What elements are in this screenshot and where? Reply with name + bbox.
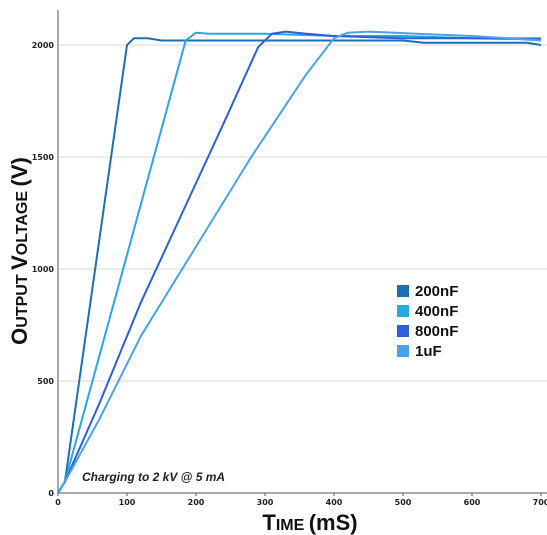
y-tick-label: 500 bbox=[37, 377, 54, 386]
legend-label: 400nF bbox=[415, 303, 458, 320]
legend-label: 800nF bbox=[415, 323, 458, 340]
y-tick-label: 2000 bbox=[32, 41, 55, 50]
y-tick-label: 0 bbox=[48, 489, 54, 498]
y-tick-label: 1000 bbox=[32, 265, 55, 274]
x-tick-label: 500 bbox=[395, 498, 412, 507]
series-line-200nF bbox=[57, 37, 542, 494]
series-line-1uF bbox=[57, 30, 542, 494]
series-line-800nF bbox=[57, 30, 542, 494]
legend-swatch bbox=[397, 285, 409, 297]
x-tick-label: 200 bbox=[188, 498, 205, 507]
x-axis-label: TIME (mS) bbox=[262, 510, 357, 535]
legend-swatch bbox=[397, 325, 409, 337]
legend-swatch bbox=[397, 305, 409, 317]
series-lines bbox=[57, 30, 542, 494]
legend-label: 200nF bbox=[415, 283, 458, 300]
x-tick-label: 100 bbox=[119, 498, 136, 507]
x-tick-label: 700 bbox=[533, 498, 547, 507]
x-tick-label: 600 bbox=[464, 498, 481, 507]
y-axis-label: OUTPUT VOLTAGE (V) bbox=[7, 157, 32, 345]
gridlines bbox=[58, 44, 547, 382]
x-tick-label: 400 bbox=[326, 498, 343, 507]
legend: 200nF 400nF 800nF 1uF bbox=[397, 283, 458, 360]
series-line-400nF bbox=[57, 31, 541, 494]
y-tick-labels: 0 500 1000 1500 2000 bbox=[32, 41, 55, 498]
x-tick-label: 300 bbox=[257, 498, 274, 507]
legend-label: 1uF bbox=[415, 343, 442, 360]
legend-swatch bbox=[397, 345, 409, 357]
y-tick-label: 1500 bbox=[32, 153, 55, 162]
x-tick-labels: 0 100 200 300 400 500 600 700 bbox=[55, 493, 547, 507]
x-tick-label: 0 bbox=[55, 498, 61, 507]
annotation-text: Charging to 2 kV @ 5 mA bbox=[82, 470, 225, 484]
